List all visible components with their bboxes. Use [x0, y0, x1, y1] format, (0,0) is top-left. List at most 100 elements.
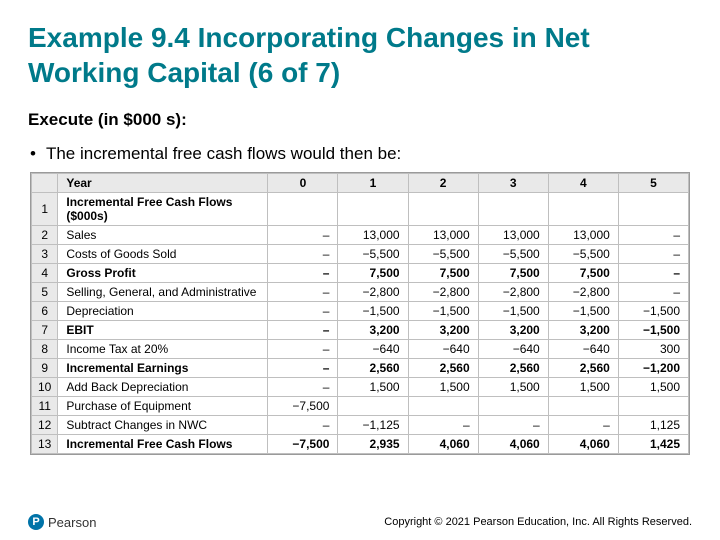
row-number: 13 [32, 435, 58, 454]
cell-value [268, 193, 338, 226]
table-row: 1Incremental Free Cash Flows ($000s) [32, 193, 689, 226]
header-col-4: 4 [548, 174, 618, 193]
row-number: 8 [32, 340, 58, 359]
cell-value: −640 [408, 340, 478, 359]
cell-value: −1,500 [618, 302, 688, 321]
cell-value: 3,200 [478, 321, 548, 340]
cell-value: – [618, 283, 688, 302]
cell-value: −640 [478, 340, 548, 359]
row-number: 4 [32, 264, 58, 283]
cell-value [408, 397, 478, 416]
header-col-1: 1 [338, 174, 408, 193]
row-label: Income Tax at 20% [58, 340, 268, 359]
row-number: 3 [32, 245, 58, 264]
table-row: 9Incremental Earnings–2,5602,5602,5602,5… [32, 359, 689, 378]
cell-value: −1,500 [478, 302, 548, 321]
table-row: 11Purchase of Equipment−7,500 [32, 397, 689, 416]
cell-value: 3,200 [338, 321, 408, 340]
cell-value: 1,500 [338, 378, 408, 397]
pearson-logo: P Pearson [28, 514, 96, 530]
cell-value: −1,500 [408, 302, 478, 321]
copyright-footer: Copyright © 2021 Pearson Education, Inc.… [384, 516, 692, 528]
cell-value: – [268, 340, 338, 359]
cell-value: 13,000 [548, 226, 618, 245]
cell-value: 4,060 [478, 435, 548, 454]
cell-value: – [408, 416, 478, 435]
cell-value: 7,500 [548, 264, 618, 283]
bullet-text: The incremental free cash flows would th… [46, 144, 401, 164]
cell-value: −7,500 [268, 435, 338, 454]
row-label: Incremental Earnings [58, 359, 268, 378]
cell-value: 3,200 [548, 321, 618, 340]
row-number: 11 [32, 397, 58, 416]
row-label: Depreciation [58, 302, 268, 321]
cell-value: −7,500 [268, 397, 338, 416]
row-label: Incremental Free Cash Flows [58, 435, 268, 454]
cell-value: −5,500 [548, 245, 618, 264]
cell-value: 1,500 [548, 378, 618, 397]
cell-value: 13,000 [408, 226, 478, 245]
cell-value: 7,500 [478, 264, 548, 283]
table-row: 12Subtract Changes in NWC–−1,125–––1,125 [32, 416, 689, 435]
execute-subhead: Execute (in $000 s): [28, 110, 692, 130]
logo-icon: P [28, 514, 44, 530]
table-row: 8Income Tax at 20%–−640−640−640−640300 [32, 340, 689, 359]
row-label: Selling, General, and Administrative [58, 283, 268, 302]
table-row: 13Incremental Free Cash Flows−7,5002,935… [32, 435, 689, 454]
table-header-row: Year 0 1 2 3 4 5 [32, 174, 689, 193]
cell-value [408, 193, 478, 226]
row-label: Incremental Free Cash Flows ($000s) [58, 193, 268, 226]
cell-value: – [268, 416, 338, 435]
row-number: 12 [32, 416, 58, 435]
table-row: 7EBIT–3,2003,2003,2003,200−1,500 [32, 321, 689, 340]
row-number: 10 [32, 378, 58, 397]
header-col-5: 5 [618, 174, 688, 193]
cell-value: −5,500 [338, 245, 408, 264]
table-row: 2Sales–13,00013,00013,00013,000– [32, 226, 689, 245]
cell-value: 4,060 [548, 435, 618, 454]
row-number: 1 [32, 193, 58, 226]
cell-value: −1,500 [618, 321, 688, 340]
cell-value: – [618, 264, 688, 283]
cell-value: 1,125 [618, 416, 688, 435]
cell-value [338, 397, 408, 416]
cell-value: – [268, 302, 338, 321]
cashflow-table: Year 0 1 2 3 4 5 1Incremental Free Cash … [31, 173, 689, 454]
cell-value [338, 193, 408, 226]
cell-value [548, 397, 618, 416]
row-number: 6 [32, 302, 58, 321]
cell-value: −640 [548, 340, 618, 359]
cell-value: −1,500 [548, 302, 618, 321]
cell-value: 3,200 [408, 321, 478, 340]
table-row: 5Selling, General, and Administrative–−2… [32, 283, 689, 302]
cell-value [478, 397, 548, 416]
cell-value: 4,060 [408, 435, 478, 454]
table-row: 10Add Back Depreciation–1,5001,5001,5001… [32, 378, 689, 397]
cell-value: −2,800 [478, 283, 548, 302]
cell-value: −2,800 [548, 283, 618, 302]
row-number: 5 [32, 283, 58, 302]
cell-value: 2,560 [338, 359, 408, 378]
cell-value: 1,500 [478, 378, 548, 397]
cell-value: −5,500 [478, 245, 548, 264]
cell-value: 2,560 [478, 359, 548, 378]
row-label: Purchase of Equipment [58, 397, 268, 416]
table-row: 4Gross Profit–7,5007,5007,5007,500– [32, 264, 689, 283]
header-corner [32, 174, 58, 193]
row-label: EBIT [58, 321, 268, 340]
slide-title: Example 9.4 Incorporating Changes in Net… [28, 20, 692, 90]
bullet-line: • The incremental free cash flows would … [28, 144, 692, 164]
cell-value: 2,560 [408, 359, 478, 378]
cell-value: – [268, 245, 338, 264]
cell-value: 1,500 [618, 378, 688, 397]
table-body: 1Incremental Free Cash Flows ($000s)2Sal… [32, 193, 689, 454]
row-label: Add Back Depreciation [58, 378, 268, 397]
cell-value: −640 [338, 340, 408, 359]
row-label: Subtract Changes in NWC [58, 416, 268, 435]
cell-value: – [268, 283, 338, 302]
cell-value: – [268, 264, 338, 283]
cell-value: – [548, 416, 618, 435]
cell-value [618, 397, 688, 416]
cell-value: −1,200 [618, 359, 688, 378]
cell-value: – [268, 321, 338, 340]
